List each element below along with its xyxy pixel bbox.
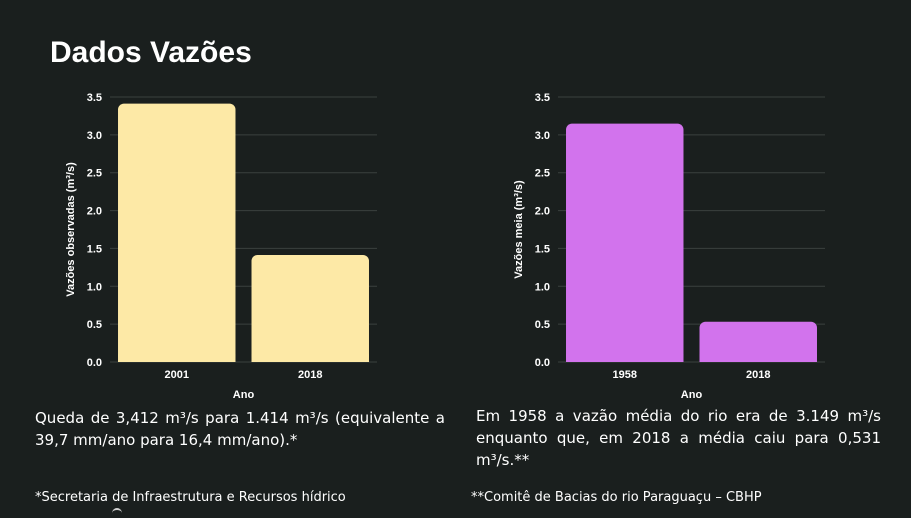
y-tick-label: 0.5 bbox=[535, 319, 550, 331]
bar-base-1958 bbox=[566, 354, 684, 362]
footnote-left: *Secretaria de Infraestrutura e Recursos… bbox=[35, 490, 346, 505]
y-tick-label: 3.0 bbox=[535, 130, 550, 142]
y-tick-label: 0.5 bbox=[87, 319, 102, 331]
y-tick-label: 3.5 bbox=[535, 92, 550, 104]
bar-base-2018 bbox=[251, 354, 369, 362]
y-tick-label: 2.5 bbox=[87, 168, 102, 180]
y-tick-label: 1.0 bbox=[87, 281, 102, 293]
y-axis-label: Vazões meia (m³/s) bbox=[513, 180, 525, 279]
page-title: Dados Vazões bbox=[50, 36, 252, 69]
chart-right-svg: 0.0 0.5 1.0 1.5 2.0 2.5 3.0 3.5 1958 2018 Ano Vazõe… bbox=[513, 92, 825, 401]
x-tick-label: 2018 bbox=[298, 369, 322, 381]
y-tick-label: 2.0 bbox=[535, 206, 550, 218]
bar-base-2018 bbox=[699, 354, 817, 362]
x-tick-label: 2018 bbox=[746, 369, 770, 381]
y-tick-label: 3.5 bbox=[87, 92, 102, 104]
bar-2001 bbox=[118, 103, 236, 363]
cropped-glyph bbox=[112, 508, 122, 518]
x-axis-label: Ano bbox=[681, 389, 703, 401]
x-tick-label: 2001 bbox=[165, 369, 189, 381]
chart-vazoes-observadas: 0.0 0.5 1.0 1.5 2.0 2.5 3.0 3.5 2001 2018 Ano Vazõe… bbox=[40, 85, 400, 410]
caption-left: Queda de 3,412 m³/s para 1.414 m³/s (equ… bbox=[35, 409, 445, 449]
y-tick-label: 0.0 bbox=[87, 357, 102, 369]
y-tick-label: 0.0 bbox=[535, 357, 550, 369]
y-tick-label: 1.5 bbox=[87, 243, 102, 255]
y-axis-label: Vazões observadas (m³/s) bbox=[65, 162, 77, 297]
footnote-right: **Comitê de Bacias do rio Paraguaçu – CB… bbox=[471, 490, 762, 505]
y-tick-label: 3.0 bbox=[87, 130, 102, 142]
x-tick-label: 1958 bbox=[613, 369, 637, 381]
chart-vazoes-meia: 0.0 0.5 1.0 1.5 2.0 2.5 3.0 3.5 1958 2018 Ano Vazõe… bbox=[488, 85, 848, 410]
y-tick-label: 2.0 bbox=[87, 206, 102, 218]
x-axis-label: Ano bbox=[233, 389, 255, 401]
chart-left-svg: 0.0 0.5 1.0 1.5 2.0 2.5 3.0 3.5 2001 2018 Ano Vazõe… bbox=[65, 92, 377, 401]
caption-right: Em 1958 a vazão média do rio era de 3.14… bbox=[476, 407, 881, 469]
bar-1958 bbox=[566, 123, 684, 362]
y-tick-label: 1.0 bbox=[535, 281, 550, 293]
bar-2018 bbox=[251, 254, 369, 362]
y-tick-label: 2.5 bbox=[535, 168, 550, 180]
y-tick-label: 1.5 bbox=[535, 243, 550, 255]
bar-base-2001 bbox=[118, 354, 236, 362]
bar-2018 bbox=[699, 321, 817, 362]
